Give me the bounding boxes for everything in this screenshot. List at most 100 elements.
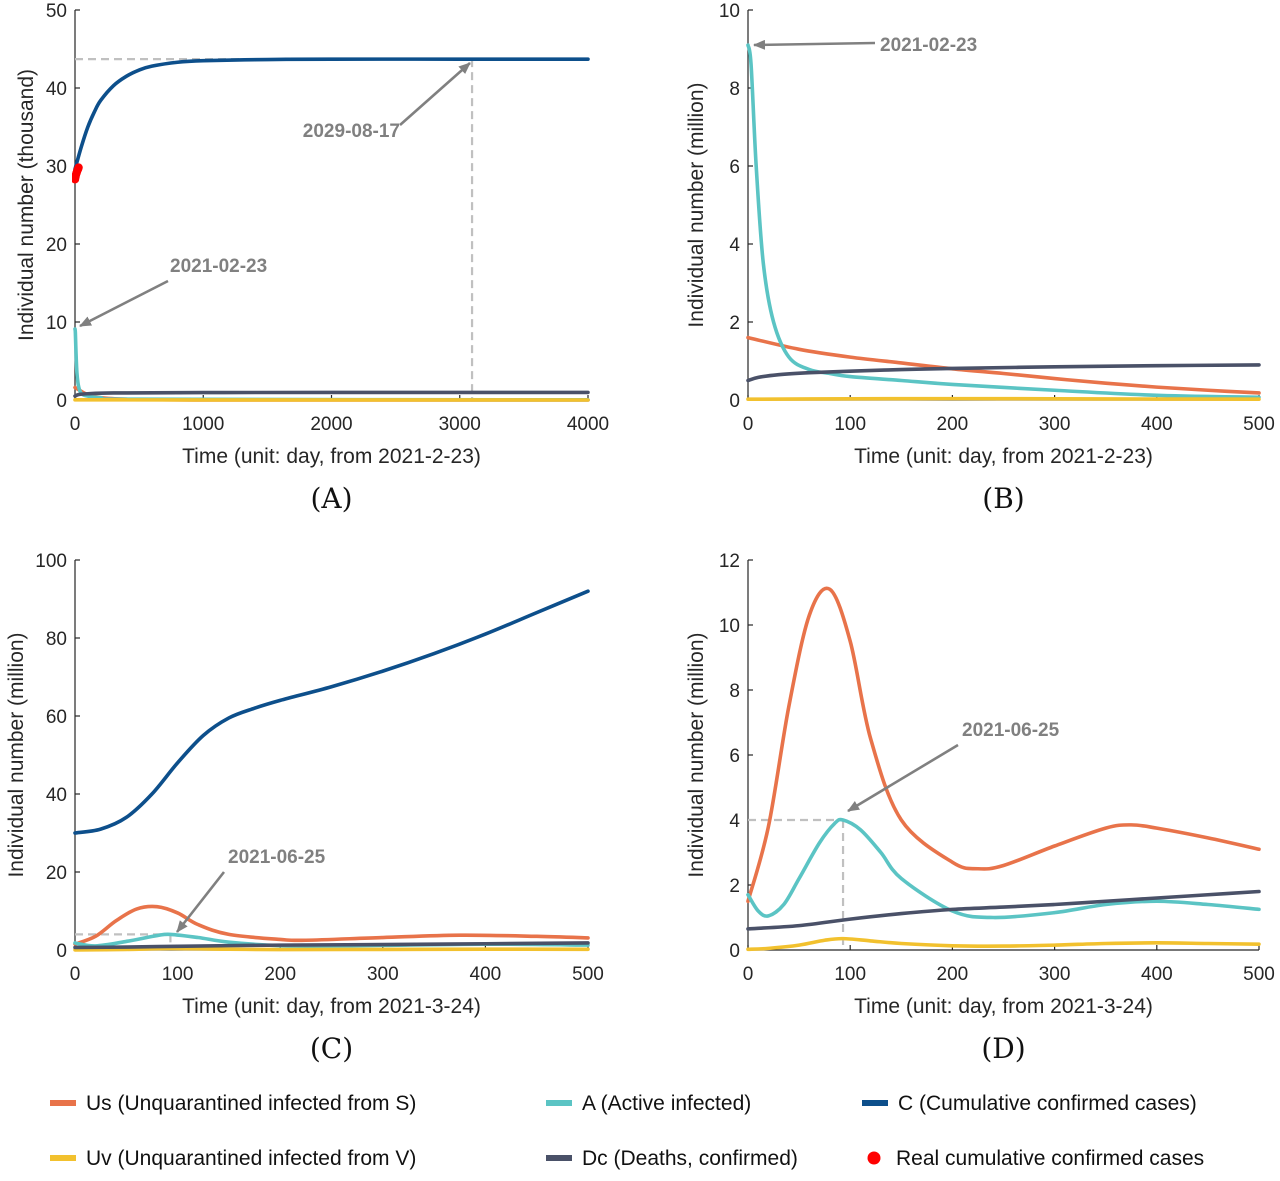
y-tick-label: 6 bbox=[729, 157, 740, 178]
y-tick-label: 0 bbox=[56, 941, 67, 962]
x-axis-label: Time (unit: day, from 2021-3-24) bbox=[182, 995, 481, 1018]
series-line-a bbox=[746, 43, 1261, 400]
y-tick-label: 4 bbox=[729, 811, 740, 832]
y-tick-label: 50 bbox=[46, 1, 67, 22]
y-tick-label: 2 bbox=[729, 876, 740, 897]
y-tick-label: 20 bbox=[46, 863, 67, 884]
x-tick-label: 0 bbox=[743, 964, 754, 985]
plot-area bbox=[746, 43, 1261, 402]
subplot-d: 0 100 200 300 400 500 0 2 4 6 8 10 12 Time (unit: day… bbox=[685, 551, 1275, 1065]
x-tick-label: 0 bbox=[70, 414, 81, 435]
legend: Us (Unquarantined infected from S) A (Act… bbox=[50, 1092, 1204, 1170]
x-tick-label: 300 bbox=[367, 964, 399, 985]
y-tick-label: 40 bbox=[46, 785, 67, 806]
x-axis-label: Time (unit: day, from 2021-2-23) bbox=[182, 445, 481, 468]
y-tick-label: 0 bbox=[729, 941, 740, 962]
y-tick-label: 2 bbox=[729, 313, 740, 334]
legend-item: C (Cumulative confirmed cases) bbox=[862, 1092, 1197, 1115]
annotation-arrow bbox=[847, 743, 959, 813]
y-tick-label: 40 bbox=[46, 79, 67, 100]
y-tick-label: 8 bbox=[729, 681, 740, 702]
x-tick-label: 0 bbox=[70, 964, 81, 985]
plot-area bbox=[73, 589, 590, 952]
y-axis-label: Individual number (million) bbox=[685, 82, 708, 327]
y-tick-label: 0 bbox=[729, 391, 740, 412]
x-tick-label: 300 bbox=[1039, 964, 1071, 985]
annotation-label: 2021-06-25 bbox=[962, 720, 1060, 741]
y-tick-label: 10 bbox=[46, 313, 67, 334]
annotation-arrow bbox=[79, 279, 169, 328]
x-tick-label: 100 bbox=[834, 414, 866, 435]
panel-label: (B) bbox=[982, 482, 1024, 515]
legend-label: Real cumulative confirmed cases bbox=[896, 1147, 1204, 1170]
subplot-a: 0 1000 2000 3000 4000 0 10 20 30 40 50 Time (unit: … bbox=[15, 1, 609, 515]
annotation-label: 2021-02-23 bbox=[880, 35, 977, 56]
legend-label: C (Cumulative confirmed cases) bbox=[898, 1092, 1197, 1115]
annotation-arrow bbox=[399, 62, 471, 126]
y-tick-label: 4 bbox=[729, 235, 740, 256]
y-tick-label: 6 bbox=[729, 746, 740, 767]
legend-label: Us (Unquarantined infected from S) bbox=[86, 1092, 416, 1115]
series-line-uv bbox=[746, 396, 1261, 402]
series-line-c bbox=[73, 57, 590, 171]
y-tick-label: 12 bbox=[719, 551, 740, 572]
annotation-arrow bbox=[753, 39, 876, 50]
series-line-dc bbox=[746, 889, 1261, 931]
x-tick-label: 200 bbox=[264, 964, 296, 985]
legend-item: A (Active infected) bbox=[546, 1092, 751, 1115]
x-tick-label: 100 bbox=[834, 964, 866, 985]
legend-item: Real cumulative confirmed cases bbox=[867, 1147, 1204, 1170]
series-line-dc bbox=[73, 390, 590, 398]
y-axis-label: Individual number (million) bbox=[5, 632, 28, 877]
y-tick-label: 8 bbox=[729, 79, 740, 100]
x-tick-label: 500 bbox=[1243, 414, 1275, 435]
subplot-c: 0 100 200 300 400 500 0 20 40 60 80 100 Time (unit: … bbox=[5, 551, 604, 1065]
x-tick-label: 500 bbox=[1243, 964, 1275, 985]
x-tick-label: 400 bbox=[1141, 964, 1173, 985]
x-tick-label: 4000 bbox=[567, 414, 609, 435]
x-tick-label: 2000 bbox=[310, 414, 352, 435]
annotation-label: 2029-08-17 bbox=[303, 121, 400, 142]
real-case-point bbox=[74, 163, 83, 172]
legend-label: A (Active infected) bbox=[582, 1092, 751, 1115]
legend-item: Uv (Unquarantined infected from V) bbox=[50, 1147, 416, 1170]
annotation-label: 2021-02-23 bbox=[170, 256, 267, 277]
legend-item: Dc (Deaths, confirmed) bbox=[546, 1147, 798, 1170]
y-tick-label: 10 bbox=[719, 616, 740, 637]
legend-item: Us (Unquarantined infected from S) bbox=[50, 1092, 416, 1115]
y-tick-label: 10 bbox=[719, 1, 740, 22]
annotation-arrow bbox=[175, 871, 226, 933]
series-line-dc bbox=[746, 363, 1261, 383]
x-tick-label: 1000 bbox=[182, 414, 224, 435]
series-line-us bbox=[73, 904, 590, 946]
y-axis-label: Individual number (thousand) bbox=[15, 69, 38, 341]
plot-area bbox=[746, 586, 1261, 952]
legend-label: Dc (Deaths, confirmed) bbox=[582, 1147, 798, 1170]
series-line-uv bbox=[73, 946, 590, 952]
panel-label: (C) bbox=[310, 1032, 353, 1065]
x-axis-label: Time (unit: day, from 2021-3-24) bbox=[854, 995, 1153, 1018]
y-tick-label: 30 bbox=[46, 157, 67, 178]
series-line-us bbox=[746, 335, 1261, 395]
y-tick-label: 20 bbox=[46, 235, 67, 256]
series-line-uv bbox=[746, 936, 1261, 952]
x-tick-label: 400 bbox=[470, 964, 502, 985]
series-line-us bbox=[746, 586, 1261, 904]
series-line-dc bbox=[73, 941, 590, 950]
x-tick-label: 3000 bbox=[439, 414, 481, 435]
y-tick-label: 0 bbox=[56, 391, 67, 412]
subplot-b: 0 100 200 300 400 500 0 2 4 6 8 10 Time (unit: day, … bbox=[685, 1, 1275, 515]
x-tick-label: 400 bbox=[1141, 414, 1173, 435]
x-tick-label: 500 bbox=[572, 964, 604, 985]
y-tick-label: 100 bbox=[35, 551, 67, 572]
plot-area bbox=[72, 57, 590, 402]
legend-label: Uv (Unquarantined infected from V) bbox=[86, 1147, 416, 1170]
x-tick-label: 100 bbox=[162, 964, 194, 985]
annotation-label: 2021-06-25 bbox=[228, 847, 326, 868]
panel-label: (A) bbox=[310, 482, 352, 515]
x-tick-label: 0 bbox=[743, 414, 754, 435]
x-tick-label: 300 bbox=[1039, 414, 1071, 435]
x-tick-label: 200 bbox=[937, 964, 969, 985]
x-tick-label: 200 bbox=[937, 414, 969, 435]
